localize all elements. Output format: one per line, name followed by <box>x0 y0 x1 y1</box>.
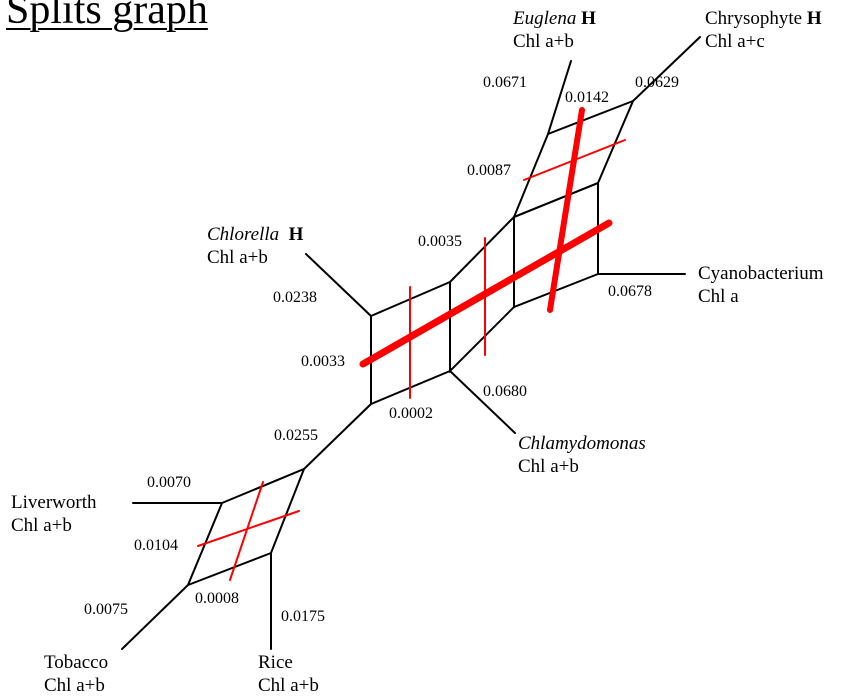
chrysophyte-label: Chrysophyte H Chl a+c <box>705 7 822 53</box>
chrysophyte-name: Chrysophyte <box>705 8 802 29</box>
euglena-label: Euglena H Chl a+b <box>513 7 596 53</box>
euglena-name: Euglena <box>513 8 576 29</box>
chlamydomonas-pigment: Chl a+b <box>518 456 579 477</box>
chlamydomonas-name: Chlamydomonas <box>518 433 646 454</box>
cyanobacterium-label: Cyanobacterium Chl a <box>698 262 824 308</box>
chrysophyte-h-mark: H <box>807 8 822 29</box>
liverworth-name: Liverworth <box>11 492 96 513</box>
liverworth-pigment: Chl a+b <box>11 515 72 536</box>
vertical-split-highlight <box>550 110 582 310</box>
rice-label: Rice Chl a+b <box>258 651 319 697</box>
cyanobacterium-name: Cyanobacterium <box>698 263 824 284</box>
weight-main-split: 0.0033 <box>301 353 345 371</box>
chlamydomonas-edge <box>450 371 515 433</box>
chlorella-label: Chlorella H Chl a+b <box>207 223 303 269</box>
chrysophyte-pigment: Chl a+c <box>705 31 765 52</box>
weight-rice: 0.0175 <box>281 608 325 626</box>
rice-pigment: Chl a+b <box>258 675 319 696</box>
chlorella-name: Chlorella <box>207 224 279 245</box>
cyanobacterium-pigment: Chl a <box>698 286 739 307</box>
page-title: Splits graph <box>6 0 208 34</box>
chlamydomonas-label: Chlamydomonas Chl a+b <box>518 432 646 478</box>
weight-lower-split: 0.0104 <box>134 537 178 555</box>
weight-chrysophyte: 0.0629 <box>635 74 679 92</box>
weight-euglena: 0.0671 <box>483 74 527 92</box>
liverworth-label: Liverworth Chl a+b <box>11 491 96 537</box>
tobacco-label: Tobacco Chl a+b <box>44 651 108 697</box>
weight-small-split: 0.0002 <box>389 405 433 423</box>
chlorella-h-mark: H <box>289 224 304 245</box>
weight-chlamydomonas: 0.0680 <box>483 383 527 401</box>
tobacco-edge <box>122 585 188 649</box>
weight-cyanobacterium: 0.0678 <box>608 283 652 301</box>
weight-tiny-split: 0.0008 <box>195 590 239 608</box>
rice-name: Rice <box>258 652 293 673</box>
chlorella-pigment: Chl a+b <box>207 247 268 268</box>
euglena-pigment: Chl a+b <box>513 31 574 52</box>
weight-internal: 0.0255 <box>274 427 318 445</box>
tobacco-pigment: Chl a+b <box>44 675 105 696</box>
weight-euglena-chrysophyte: 0.0142 <box>565 89 609 107</box>
lower-split-highlight-a <box>198 511 299 546</box>
tobacco-name: Tobacco <box>44 652 108 673</box>
weight-middle-split: 0.0035 <box>418 233 462 251</box>
weight-liverworth: 0.0070 <box>147 474 191 492</box>
lower-box <box>188 469 304 585</box>
weight-upper-split: 0.0087 <box>467 162 511 180</box>
euglena-h-mark: H <box>581 8 596 29</box>
weight-chlorella: 0.0238 <box>273 289 317 307</box>
weight-tobacco: 0.0075 <box>84 601 128 619</box>
